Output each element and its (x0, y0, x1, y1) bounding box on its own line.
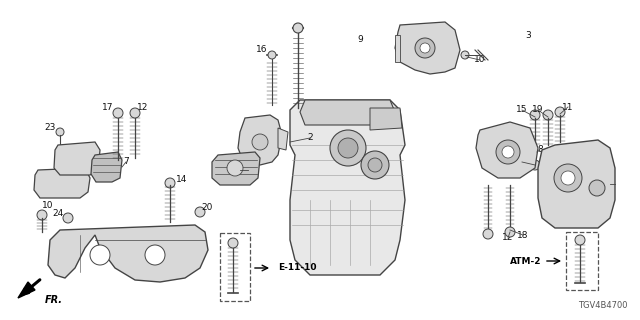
Polygon shape (300, 100, 395, 125)
Circle shape (483, 229, 493, 239)
Text: 8: 8 (537, 146, 543, 155)
Circle shape (330, 130, 366, 166)
Circle shape (368, 158, 382, 172)
Text: 16: 16 (256, 45, 268, 54)
Circle shape (461, 51, 469, 59)
Polygon shape (538, 140, 615, 228)
Text: 12: 12 (502, 234, 514, 243)
Text: ATM-2: ATM-2 (510, 257, 541, 266)
Circle shape (530, 160, 540, 170)
Circle shape (63, 213, 73, 223)
Bar (566, 232, 598, 290)
Text: E-11-10: E-11-10 (278, 263, 317, 273)
Circle shape (90, 245, 110, 265)
Polygon shape (370, 108, 402, 130)
Bar (220, 233, 250, 301)
Circle shape (589, 180, 605, 196)
Text: 10: 10 (474, 55, 486, 65)
Circle shape (165, 178, 175, 188)
Text: 18: 18 (517, 230, 529, 239)
Text: 14: 14 (176, 175, 188, 185)
Polygon shape (212, 152, 260, 185)
Circle shape (252, 134, 268, 150)
Text: 19: 19 (532, 106, 544, 115)
Text: 9: 9 (357, 36, 363, 44)
Polygon shape (34, 168, 90, 198)
Circle shape (130, 108, 140, 118)
Text: TGV4B4700: TGV4B4700 (579, 301, 628, 310)
Text: 6: 6 (245, 165, 251, 174)
Circle shape (227, 160, 243, 176)
Circle shape (554, 164, 582, 192)
Text: 24: 24 (52, 209, 63, 218)
Text: 17: 17 (102, 103, 114, 113)
Circle shape (37, 210, 47, 220)
Text: FR.: FR. (45, 295, 63, 305)
Circle shape (530, 110, 540, 120)
Circle shape (56, 128, 64, 136)
Circle shape (555, 107, 565, 117)
Circle shape (543, 110, 553, 120)
Polygon shape (395, 35, 400, 62)
Polygon shape (476, 122, 538, 178)
Text: 10: 10 (42, 201, 54, 210)
Polygon shape (54, 142, 100, 175)
Circle shape (293, 23, 303, 33)
Circle shape (575, 235, 585, 245)
Text: 4: 4 (195, 234, 201, 243)
Circle shape (195, 207, 205, 217)
Circle shape (420, 43, 430, 53)
Circle shape (113, 108, 123, 118)
Text: 3: 3 (525, 30, 531, 39)
Circle shape (415, 38, 435, 58)
Text: 21: 21 (516, 157, 528, 166)
Polygon shape (48, 225, 208, 282)
Circle shape (505, 227, 515, 237)
Text: 2: 2 (307, 133, 313, 142)
Circle shape (496, 140, 520, 164)
Text: 12: 12 (138, 103, 148, 113)
Circle shape (361, 151, 389, 179)
Polygon shape (91, 152, 122, 182)
Circle shape (502, 146, 514, 158)
Text: 13: 13 (76, 154, 88, 163)
Circle shape (338, 138, 358, 158)
Text: 20: 20 (202, 204, 212, 212)
Polygon shape (290, 100, 405, 275)
Circle shape (145, 245, 165, 265)
Text: 11: 11 (563, 102, 573, 111)
Polygon shape (278, 128, 288, 150)
Polygon shape (238, 115, 282, 165)
Polygon shape (395, 22, 460, 74)
Text: 1: 1 (57, 179, 63, 188)
Text: 5: 5 (607, 180, 613, 188)
Circle shape (561, 171, 575, 185)
Text: 15: 15 (516, 106, 528, 115)
Polygon shape (18, 282, 35, 298)
Circle shape (228, 238, 238, 248)
Circle shape (268, 51, 276, 59)
Text: 7: 7 (123, 157, 129, 166)
Text: 23: 23 (44, 124, 56, 132)
